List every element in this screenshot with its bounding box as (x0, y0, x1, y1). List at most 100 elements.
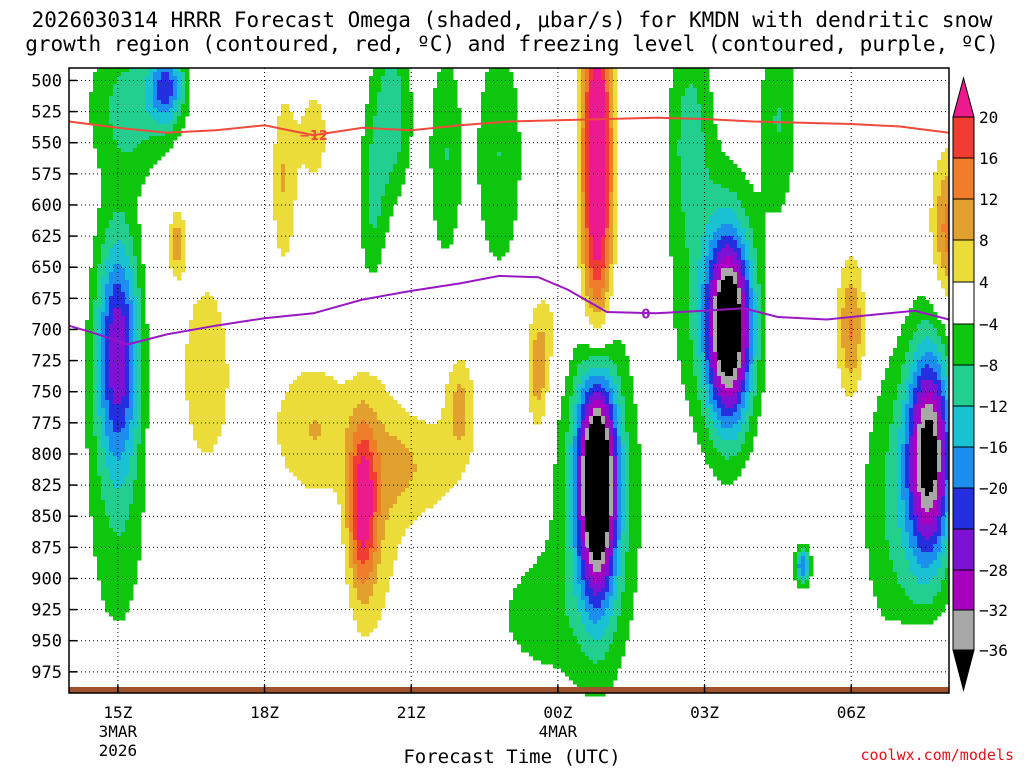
omega-cell (117, 408, 122, 413)
omega-cell (397, 520, 402, 525)
omega-cell (365, 252, 370, 257)
omega-cell (357, 484, 362, 489)
omega-cell (109, 524, 114, 529)
omega-cell (357, 548, 362, 553)
omega-cell (397, 176, 402, 181)
omega-cell (377, 580, 382, 585)
omega-cell (453, 88, 458, 93)
omega-cell (433, 492, 438, 497)
omega-cell (377, 380, 382, 385)
omega-cell (337, 440, 342, 445)
omega-cell (381, 84, 386, 89)
omega-cell (361, 440, 366, 445)
omega-cell (157, 132, 162, 137)
omega-cell (361, 604, 366, 609)
omega-cell (301, 468, 306, 473)
omega-cell (365, 116, 370, 121)
omega-cell (101, 492, 106, 497)
omega-cell (101, 200, 106, 205)
omega-cell (409, 428, 414, 433)
omega-cell (129, 300, 134, 305)
omega-cell (285, 136, 290, 141)
omega-cell (105, 340, 110, 345)
omega-cell (297, 476, 302, 481)
omega-cell (177, 68, 182, 73)
omega-cell (429, 504, 434, 509)
omega-cell (101, 320, 106, 325)
omega-cell (337, 444, 342, 449)
omega-cell (385, 184, 390, 189)
omega-cell (141, 88, 146, 93)
omega-cell (405, 68, 410, 73)
omega-cell (121, 268, 126, 273)
omega-cell (105, 548, 110, 553)
omega-cell (401, 408, 406, 413)
omega-cell (389, 116, 394, 121)
omega-cell (317, 468, 322, 473)
omega-cell (117, 352, 122, 357)
omega-cell (105, 292, 110, 297)
omega-cell (93, 500, 98, 505)
omega-cell (93, 484, 98, 489)
omega-cell (289, 212, 294, 217)
omega-cell (129, 104, 134, 109)
omega-cell (285, 204, 290, 209)
omega-cell (393, 180, 398, 185)
omega-cell (373, 440, 378, 445)
omega-cell (385, 440, 390, 445)
omega-cell (373, 412, 378, 417)
omega-cell (129, 204, 134, 209)
omega-cell (437, 200, 442, 205)
omega-cell (121, 152, 126, 157)
omega-cell (437, 120, 442, 125)
omega-cell (125, 380, 130, 385)
omega-cell (217, 336, 222, 341)
omega-cell (113, 88, 118, 93)
omega-cell (181, 100, 186, 105)
omega-cell (389, 504, 394, 509)
omega-cell (437, 164, 442, 169)
omega-cell (277, 152, 282, 157)
omega-cell (193, 316, 198, 321)
omega-cell (349, 580, 354, 585)
omega-cell (385, 108, 390, 113)
omega-cell (437, 432, 442, 437)
omega-cell (305, 116, 310, 121)
omega-cell (409, 468, 414, 473)
omega-cell (381, 552, 386, 557)
omega-cell (197, 364, 202, 369)
omega-cell (125, 520, 130, 525)
omega-cell (445, 220, 450, 225)
omega-cell (361, 584, 366, 589)
omega-cell (397, 192, 402, 197)
omega-cell (381, 596, 386, 601)
omega-cell (453, 200, 458, 205)
omega-cell (349, 384, 354, 389)
omega-cell (101, 280, 106, 285)
omega-cell (117, 240, 122, 245)
omega-cell (101, 96, 106, 101)
omega-cell (217, 368, 222, 373)
omega-cell (349, 496, 354, 501)
omega-cell (141, 416, 146, 421)
omega-cell (129, 364, 134, 369)
omega-cell (365, 232, 370, 237)
omega-cell (109, 256, 114, 261)
omega-cell (369, 172, 374, 177)
omega-cell (181, 120, 186, 125)
omega-cell (173, 228, 178, 233)
omega-cell (385, 180, 390, 185)
omega-cell (413, 500, 418, 505)
omega-cell (305, 160, 310, 165)
omega-cell (453, 132, 458, 137)
omega-cell (405, 156, 410, 161)
omega-cell (217, 320, 222, 325)
omega-cell (301, 396, 306, 401)
omega-cell (317, 112, 322, 117)
omega-cell (393, 452, 398, 457)
omega-cell (97, 384, 102, 389)
omega-cell (125, 328, 130, 333)
omega-cell (285, 180, 290, 185)
omega-cell (341, 508, 346, 513)
omega-cell (109, 420, 114, 425)
